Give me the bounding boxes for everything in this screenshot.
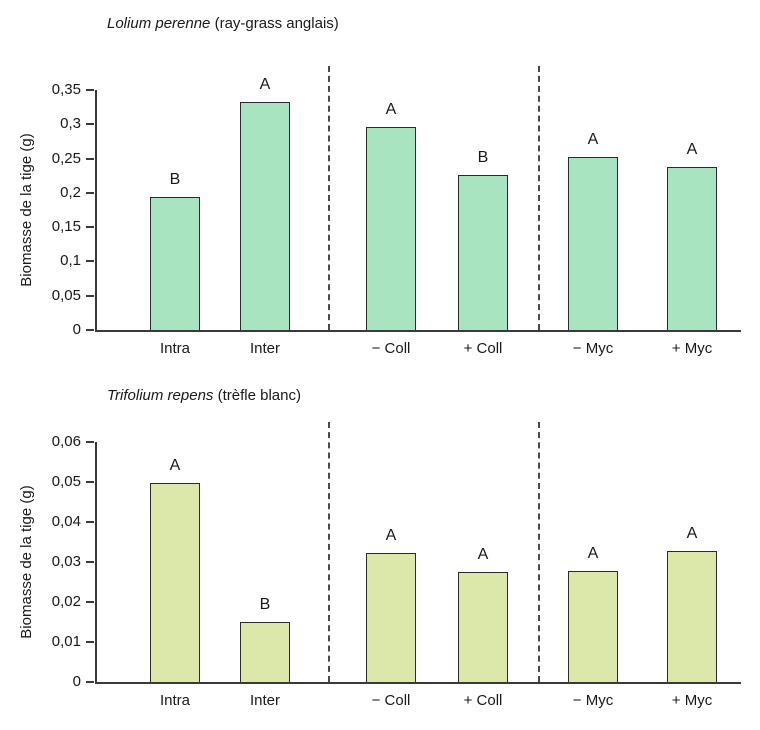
y-tick-label: 0,04 — [51, 513, 81, 530]
plot-area-lolium: 0 0,05 0,1 0,15 0,2 0,25 0,3 0,35 B Intra A Inter A −… — [52, 66, 741, 357]
x-axis-category-label: Inter — [249, 340, 280, 357]
y-tick-mark — [86, 641, 94, 643]
significance-letter: B — [169, 170, 181, 188]
group-separator-line — [538, 66, 540, 330]
y-tick-mark — [86, 123, 94, 126]
significance-letter: A — [686, 140, 698, 158]
group-separator-line — [538, 422, 540, 682]
x-axis-category-label: + Coll — [463, 340, 503, 357]
y-tick-mark — [86, 191, 94, 194]
y-tick-mark — [86, 260, 94, 263]
significance-letter: A — [385, 101, 397, 119]
bar-Intra — [150, 196, 200, 330]
significance-letter: A — [587, 544, 599, 562]
y-tick-label: 0,03 — [51, 553, 81, 570]
species-name-lolium: Lolium perenne — [107, 15, 211, 32]
y-tick-label: 0,15 — [51, 218, 81, 236]
bar-Inter — [240, 102, 290, 330]
common-name-trifolium: (trèfle blanc) — [213, 387, 301, 404]
common-name-lolium: (ray-grass anglais) — [210, 15, 339, 32]
y-tick-label: 0,2 — [60, 183, 81, 201]
y-tick-mark — [86, 329, 94, 331]
significance-letter: A — [686, 525, 698, 543]
group-separator-line — [328, 66, 330, 330]
bar-+Coll — [458, 572, 508, 682]
y-tick-label: 0,3 — [60, 115, 81, 133]
y-tick-mark — [86, 157, 94, 160]
y-tick-label: 0 — [72, 321, 81, 338]
chart-title-lolium: Lolium perenne (ray-grass anglais) — [107, 15, 339, 32]
bar-−Myc — [568, 570, 618, 682]
y-tick-label: 0,01 — [51, 633, 81, 650]
significance-letter: A — [587, 131, 599, 149]
y-tick-mark — [86, 681, 94, 683]
group-separator-line — [328, 422, 330, 682]
y-tick-label: 0,05 — [51, 473, 81, 490]
y-tick-mark — [86, 441, 94, 443]
x-axis-category-label: − Coll — [371, 692, 411, 709]
y-tick-mark — [86, 481, 94, 483]
y-tick-label: 0,1 — [60, 252, 81, 270]
x-axis-category-label: − Coll — [371, 340, 411, 357]
significance-letter: A — [169, 457, 181, 475]
chart-title-trifolium: Trifolium repens (trèfle blanc) — [107, 387, 301, 404]
x-axis-category-label: − Myc — [572, 340, 614, 357]
y-tick-mark — [86, 294, 94, 297]
x-axis-category-label: Intra — [159, 692, 190, 709]
y-tick-mark — [86, 89, 94, 91]
bar-+Coll — [458, 175, 508, 330]
significance-letter: A — [259, 76, 271, 94]
y-tick-mark — [86, 226, 94, 229]
bar-+Myc — [667, 551, 717, 682]
x-axis-category-label: + Myc — [671, 340, 713, 357]
bar-−Coll — [366, 553, 416, 682]
bar-+Myc — [667, 166, 717, 330]
bar-−Coll — [366, 127, 416, 330]
y-tick-mark — [86, 601, 94, 603]
x-axis-category-label: Inter — [249, 692, 280, 709]
significance-letter: A — [385, 527, 397, 545]
x-axis-category-label: − Myc — [572, 692, 614, 709]
significance-letter: B — [259, 596, 271, 613]
bar-Intra — [150, 483, 200, 682]
species-name-trifolium: Trifolium repens — [107, 387, 214, 404]
bar-−Myc — [568, 157, 618, 330]
y-tick-label: 0 — [72, 673, 81, 690]
y-tick-label: 0,05 — [51, 286, 81, 304]
y-tick-label: 0,02 — [51, 593, 81, 610]
y-tick-mark — [86, 561, 94, 563]
y-tick-label: 0,25 — [51, 149, 81, 167]
plot-area-trifolium: 0 0,01 0,02 0,03 0,04 0,05 0,06 A Intra B Inter A − … — [52, 422, 741, 709]
x-axis-category-label: + Coll — [463, 692, 503, 709]
x-axis-category-label: Intra — [159, 340, 190, 357]
y-tick-label: 0,35 — [51, 81, 81, 98]
significance-letter: B — [477, 149, 489, 167]
bar-Inter — [240, 622, 290, 682]
y-tick-mark — [86, 521, 94, 523]
x-axis-category-label: + Myc — [671, 692, 713, 709]
significance-letter: A — [477, 546, 489, 563]
y-tick-label: 0,06 — [51, 433, 81, 450]
